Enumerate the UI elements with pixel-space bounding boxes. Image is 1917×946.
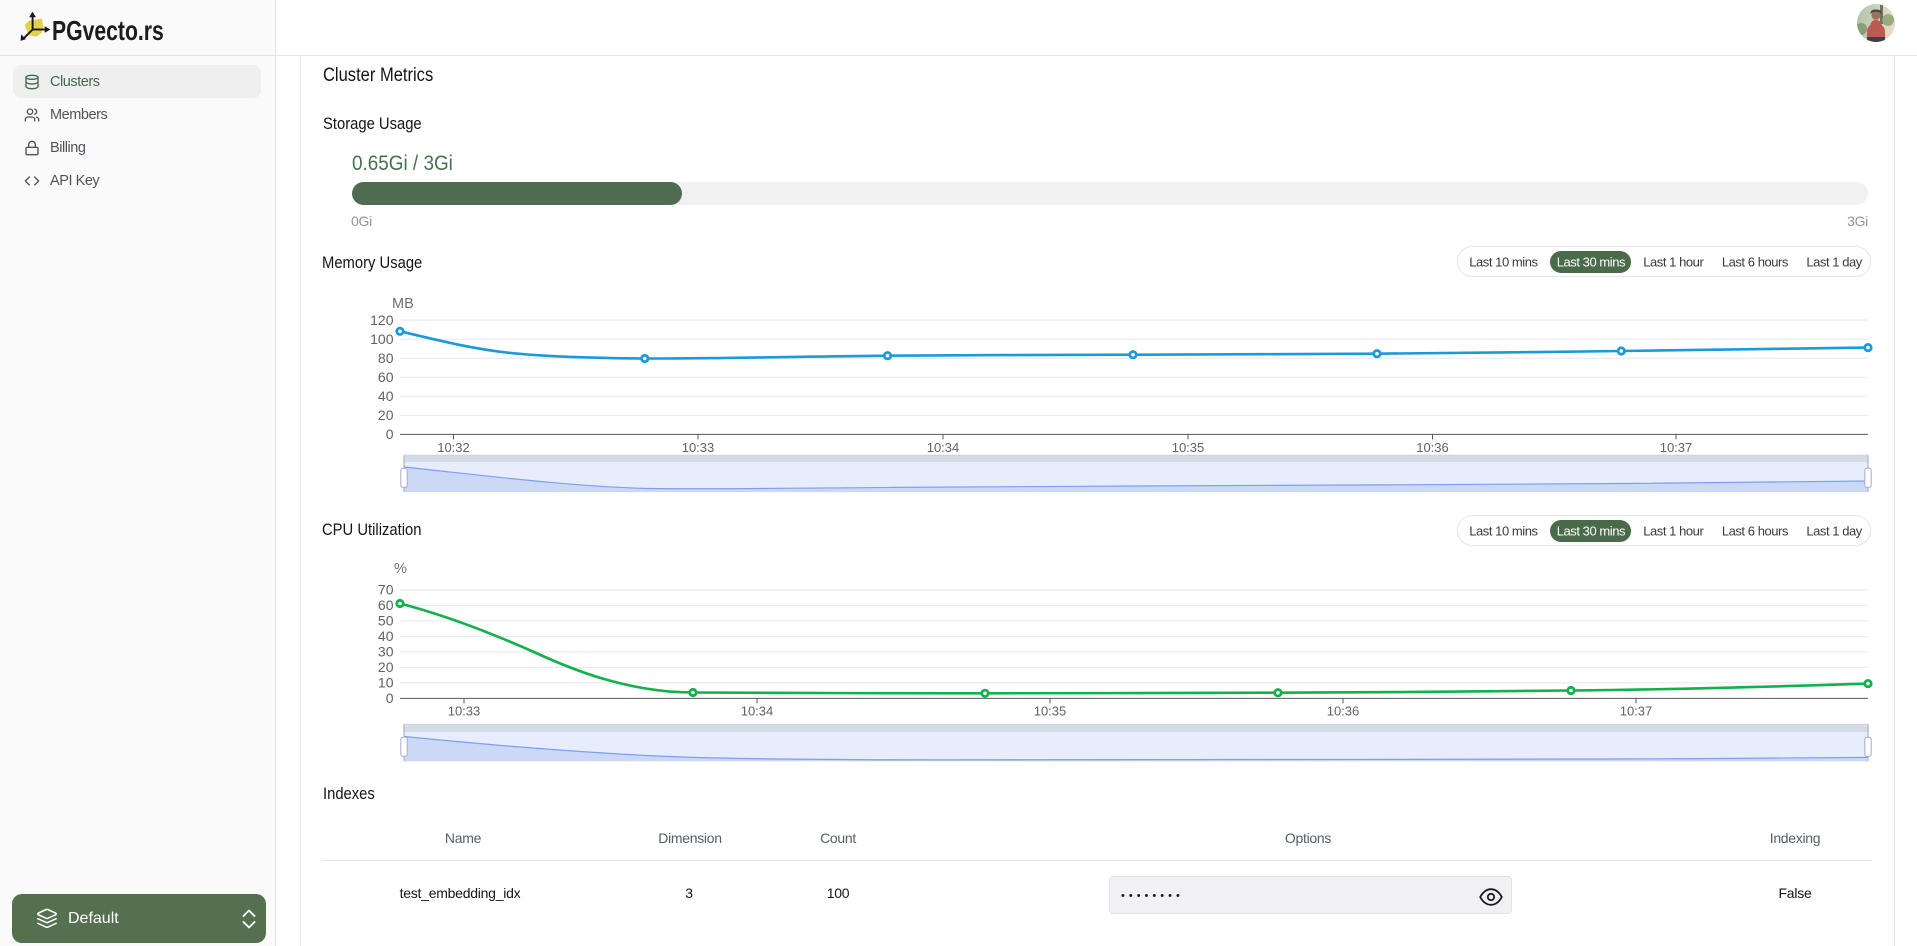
svg-text:10:32: 10:32 (437, 440, 470, 455)
svg-text:10:37: 10:37 (1620, 704, 1653, 719)
svg-text:120: 120 (370, 312, 394, 328)
svg-text:0: 0 (386, 426, 394, 442)
svg-text:10:33: 10:33 (448, 704, 481, 719)
svg-text:0: 0 (386, 690, 394, 706)
svg-text:10:35: 10:35 (1172, 440, 1205, 455)
svg-text:30: 30 (378, 644, 394, 660)
svg-text:10:34: 10:34 (741, 704, 774, 719)
svg-text:20: 20 (378, 659, 394, 675)
svg-text:10:33: 10:33 (682, 440, 715, 455)
svg-text:10:34: 10:34 (927, 440, 960, 455)
svg-text:40: 40 (378, 388, 394, 404)
svg-text:60: 60 (378, 597, 394, 613)
svg-text:10:35: 10:35 (1034, 704, 1067, 719)
svg-text:10: 10 (378, 675, 394, 691)
svg-text:80: 80 (378, 350, 394, 366)
svg-text:%: % (394, 561, 407, 577)
svg-text:20: 20 (378, 407, 394, 423)
svg-text:60: 60 (378, 369, 394, 385)
svg-text:10:36: 10:36 (1327, 704, 1360, 719)
svg-text:40: 40 (378, 628, 394, 644)
svg-text:50: 50 (378, 613, 394, 629)
svg-text:100: 100 (370, 331, 394, 347)
svg-text:MB: MB (392, 296, 414, 312)
svg-text:10:37: 10:37 (1660, 440, 1693, 455)
svg-text:70: 70 (378, 582, 394, 598)
svg-text:10:36: 10:36 (1416, 440, 1449, 455)
